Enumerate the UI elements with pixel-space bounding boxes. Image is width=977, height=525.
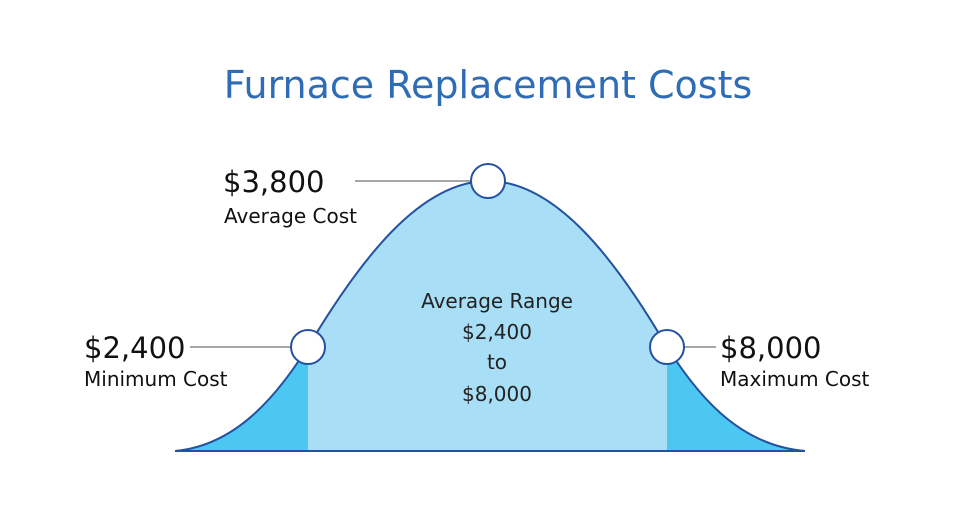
marker [290,329,326,365]
average-value: $3,800 [223,165,324,199]
average-label: Average Cost [224,204,357,228]
marker [470,163,506,199]
maximum-value: $8,000 [720,331,821,365]
range-low: $2,400 [462,320,532,344]
minimum-label: Minimum Cost [84,367,228,391]
range-heading: Average Range [421,289,573,313]
maximum-label: Maximum Cost [720,367,870,391]
marker [649,329,685,365]
title: Furnace Replacement Costs [224,63,753,107]
range-high: $8,000 [462,382,532,406]
minimum-value: $2,400 [84,331,185,365]
range-joiner: to [487,350,507,374]
